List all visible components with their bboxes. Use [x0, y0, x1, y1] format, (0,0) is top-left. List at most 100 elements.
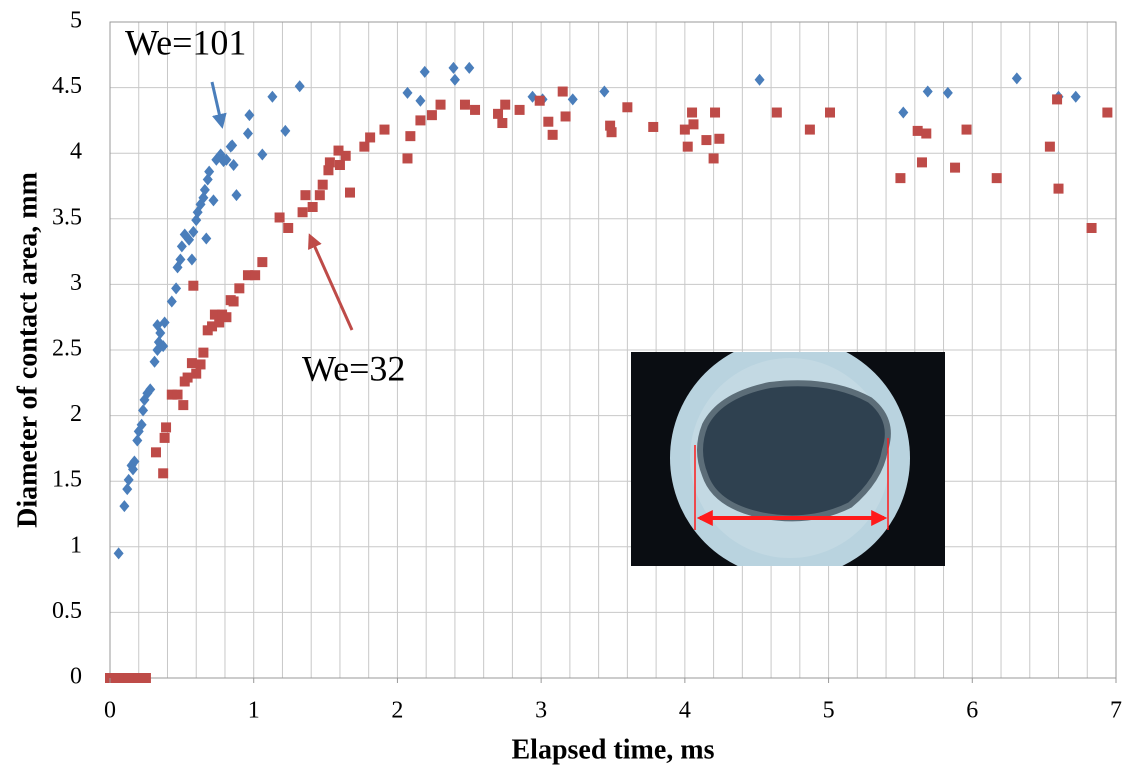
point	[448, 61, 459, 74]
point	[294, 80, 305, 93]
point	[415, 94, 426, 107]
point	[345, 187, 356, 198]
point	[188, 225, 199, 238]
point	[140, 673, 151, 683]
point	[300, 190, 311, 201]
point	[176, 240, 187, 253]
point	[188, 280, 199, 291]
point	[214, 317, 225, 328]
point	[514, 104, 525, 115]
point	[323, 165, 334, 176]
point	[708, 153, 719, 164]
point	[688, 119, 699, 130]
point	[314, 190, 325, 201]
point	[159, 316, 170, 329]
point	[459, 99, 470, 110]
point	[402, 153, 413, 164]
point	[1086, 222, 1097, 233]
point	[402, 86, 413, 99]
annotation: We=101	[125, 22, 246, 62]
y-tick-label: 3.5	[52, 204, 82, 230]
point	[606, 127, 617, 138]
point	[500, 99, 511, 110]
point	[557, 86, 568, 97]
y-tick-label: 1	[70, 532, 82, 558]
point	[605, 120, 616, 131]
point	[771, 107, 782, 118]
point	[202, 173, 213, 186]
point	[754, 73, 765, 86]
point	[710, 107, 721, 118]
point	[567, 93, 578, 106]
point	[543, 116, 554, 127]
point	[599, 85, 610, 98]
y-tick-label: 3	[70, 270, 82, 296]
point	[961, 124, 972, 135]
point	[133, 673, 144, 683]
point	[464, 61, 475, 74]
point	[250, 270, 261, 281]
point	[171, 282, 182, 295]
point	[283, 222, 294, 233]
point	[648, 121, 659, 132]
point	[622, 102, 633, 113]
point	[435, 99, 446, 110]
y-tick-label: 4	[70, 139, 82, 165]
point	[127, 673, 138, 683]
x-tick-label: 2	[391, 698, 403, 724]
point	[359, 141, 370, 152]
point	[161, 422, 172, 433]
x-tick-label: 0	[104, 698, 116, 724]
x-tick-label: 5	[823, 698, 835, 724]
point	[449, 73, 460, 86]
y-tick-label: 2.5	[52, 336, 82, 362]
annotation-arrow	[210, 81, 227, 129]
y-tick-label: 1.5	[52, 467, 82, 493]
point	[166, 295, 177, 308]
point	[560, 111, 571, 122]
point	[950, 162, 961, 173]
point	[714, 133, 725, 144]
x-tick-label: 3	[535, 698, 547, 724]
point	[426, 110, 437, 121]
point	[228, 296, 239, 307]
point	[127, 463, 138, 476]
point	[207, 321, 218, 332]
point	[701, 135, 712, 146]
point	[191, 214, 202, 227]
point	[186, 358, 197, 369]
point	[221, 153, 232, 166]
point	[1053, 183, 1064, 194]
plot-frame	[109, 21, 1117, 679]
point	[334, 160, 345, 171]
point	[158, 340, 169, 353]
point	[1070, 90, 1081, 103]
y-tick-label: 0	[70, 664, 82, 690]
point	[280, 124, 291, 137]
point	[123, 473, 134, 486]
point	[991, 173, 1002, 184]
point	[119, 500, 130, 513]
point	[497, 118, 508, 129]
point	[149, 355, 160, 368]
point	[916, 157, 927, 168]
point	[182, 372, 193, 383]
point	[317, 179, 328, 190]
point	[122, 483, 133, 496]
point	[267, 90, 278, 103]
point	[912, 125, 923, 136]
point	[113, 547, 124, 560]
point	[158, 468, 169, 479]
point	[150, 447, 161, 458]
point	[234, 283, 245, 294]
point	[242, 127, 253, 140]
point	[204, 165, 215, 178]
inset-photo	[631, 352, 945, 566]
point	[231, 189, 242, 202]
point	[175, 253, 186, 266]
point	[186, 253, 197, 266]
point	[195, 359, 206, 370]
point	[1052, 94, 1063, 105]
point	[201, 232, 212, 245]
